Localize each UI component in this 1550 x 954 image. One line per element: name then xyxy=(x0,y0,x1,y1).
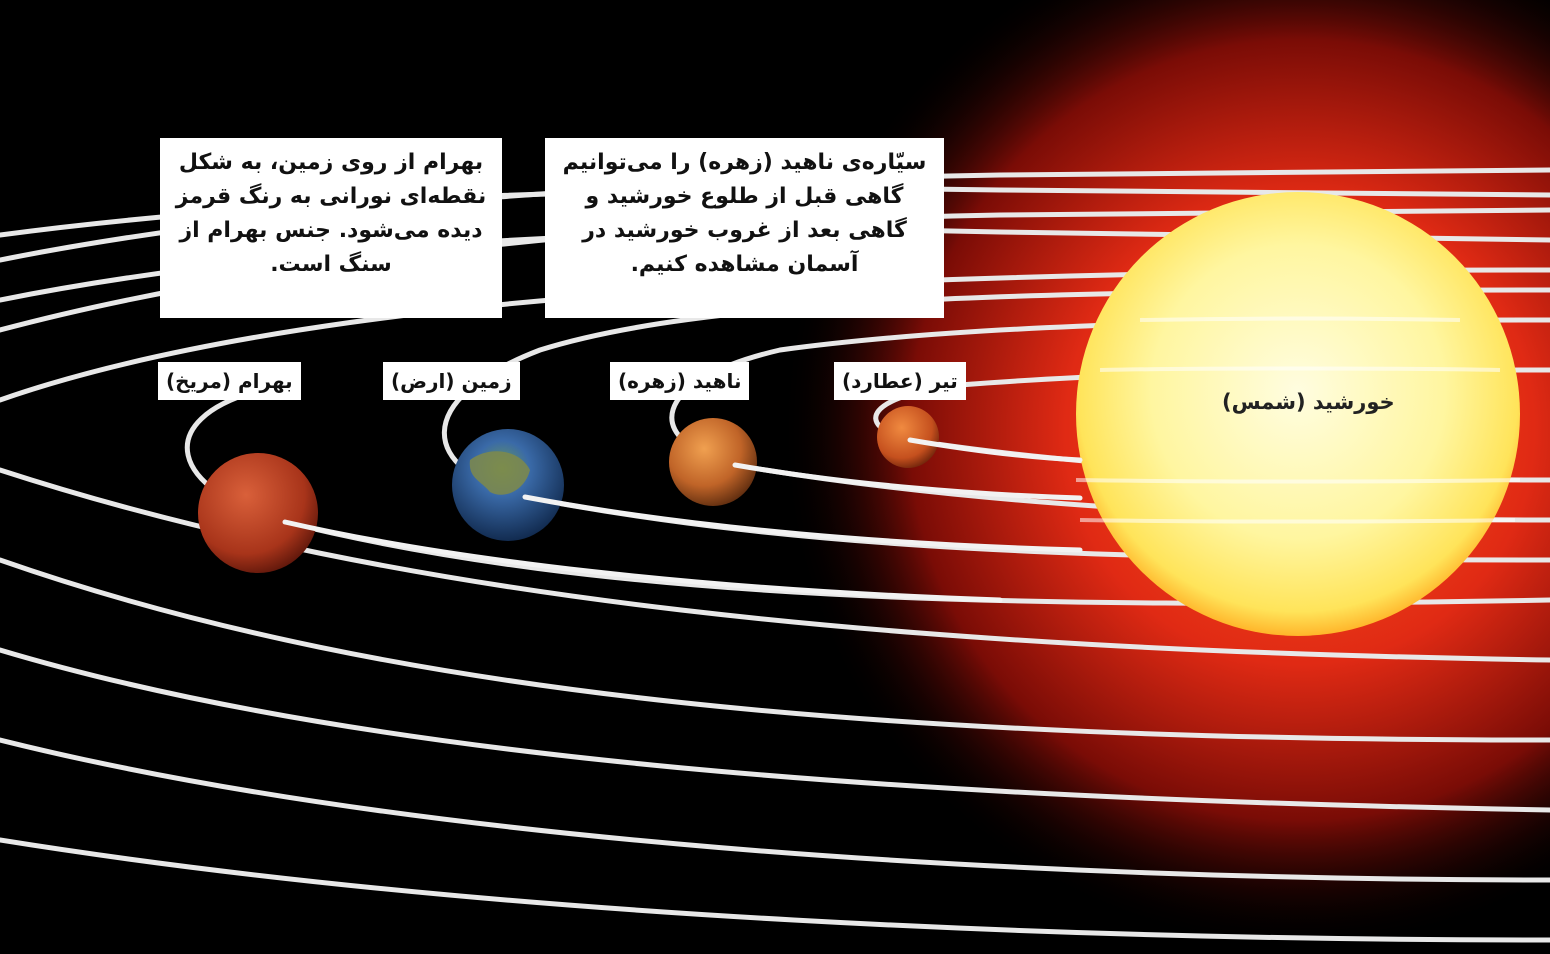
mars-label: بهرام (مریخ) xyxy=(158,362,301,400)
mercury-orbit-front xyxy=(907,437,1083,463)
earth-label: زمین (ارض) xyxy=(383,362,520,400)
mars-note: بهرام از روی زمین، به شکل نقطه‌ای نورانی… xyxy=(160,138,502,318)
venus-note: سیّاره‌ی ناهید (زهره) را می‌توانیم گاهی … xyxy=(545,138,944,318)
earth-orbit-front xyxy=(522,494,1083,553)
sun xyxy=(1076,192,1520,636)
sun-overlay-orbits xyxy=(1075,316,1521,524)
earth-landmass xyxy=(469,451,530,495)
mars-planet xyxy=(198,453,318,573)
mercury-planet xyxy=(877,406,939,468)
venus-orbit-front xyxy=(732,462,1083,501)
mars-orbit-front xyxy=(282,519,1003,603)
sun-label: خورشید (شمس) xyxy=(1222,390,1395,414)
venus-planet xyxy=(669,418,757,506)
venus-label: ناهید (زهره) xyxy=(610,362,750,400)
mercury-label: تیر (عطارد) xyxy=(834,362,966,400)
